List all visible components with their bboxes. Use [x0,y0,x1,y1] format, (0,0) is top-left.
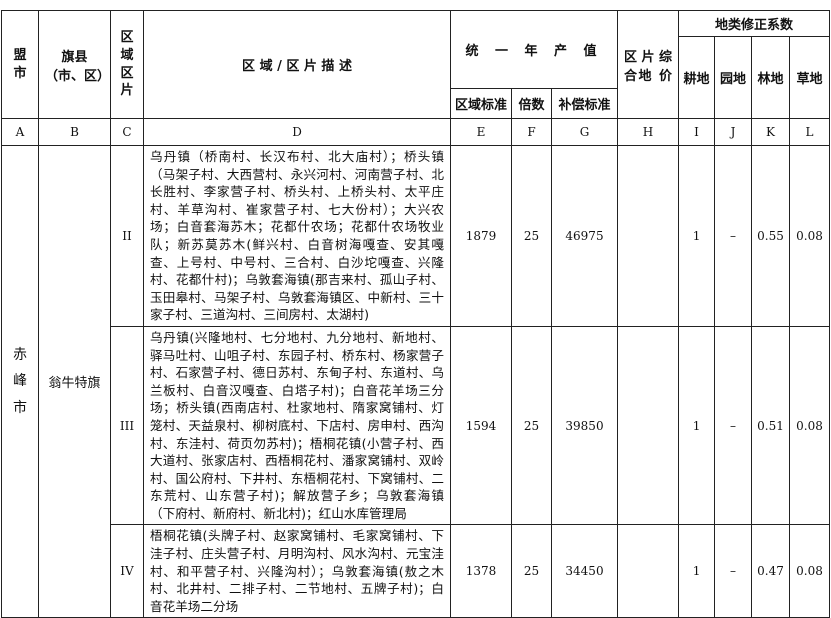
header-garden: 园地 [714,36,753,119]
grass-cell: 0.08 [789,145,831,327]
letter-k: K [751,118,791,146]
composite-cell [617,524,680,618]
header-annual-output: 统 一 年 产 值 [449,10,619,89]
table-row: III 乌丹镇(兴隆地村、七分地村、九分地村、新地村、驿马吐村、山咀子村、东园子… [2,325,831,526]
letter-row: A B C D E F G H I J K L [1,118,831,146]
garden-cell: – [714,145,753,327]
multiple-cell: 25 [511,325,552,526]
table-row: IV 梧桐花镇(头牌子村、赵家窝铺村、毛家窝铺村、下洼子村、庄头营子村、月明沟村… [2,524,831,618]
zone-standard-cell: 1378 [450,524,512,618]
header-composite-price: 区片综合地 价 [617,10,680,119]
header-farmland: 耕地 [678,36,716,119]
header-multiple: 倍数 [511,88,552,119]
forest-cell: 0.55 [751,145,791,327]
grass-cell: 0.08 [789,524,831,618]
description-cell: 梧桐花镇(头牌子村、赵家窝铺村、毛家窝铺村、下洼子村、庄头营子村、月明沟村、风水… [143,524,451,618]
letter-l: L [789,118,831,146]
header-zone: 区域区片 [110,10,144,119]
composite-cell [617,325,680,526]
letter-j: J [714,118,753,146]
letter-g: G [550,118,619,146]
zone-standard-cell: 1879 [450,145,512,327]
land-price-table: 盟市 旗县（市、区） 区域区片 区 域 / 区 片 描 述 统 一 年 产 值 … [1,10,831,618]
garden-cell: – [714,524,753,618]
zone-cell: IV [110,524,144,618]
forest-cell: 0.47 [751,524,791,618]
composite-cell [617,145,680,327]
compensation-cell: 39850 [550,325,619,526]
header-banner-county: 旗县（市、区） [38,10,111,119]
letter-i: I [678,118,716,146]
zone-standard-cell: 1594 [450,325,512,526]
compensation-cell: 34450 [550,524,619,618]
table-row: 赤峰市 翁牛特旗 II 乌丹镇（桥南村、长汉布村、北大庙村）；桥头镇（马架子村、… [1,144,831,618]
city-cell: 赤峰市 [1,144,39,618]
letter-d: D [143,118,451,146]
header-land-coef: 地类修正系数 [678,10,831,37]
header-description: 区 域 / 区 片 描 述 [143,10,451,119]
header-compensation: 补偿标准 [550,88,619,119]
letter-e: E [450,118,512,146]
zone-cell: II [110,145,144,327]
header-league-city: 盟市 [1,10,39,119]
letter-h: H [617,118,680,146]
description-cell: 乌丹镇(兴隆地村、七分地村、九分地村、新地村、驿马吐村、山咀子村、东园子村、桥东… [143,325,451,526]
header-zone-standard: 区域标准 [450,88,512,119]
compensation-cell: 46975 [550,145,619,327]
grass-cell: 0.08 [789,325,831,526]
letter-a: A [1,118,39,146]
letter-c: C [110,118,144,146]
forest-cell: 0.51 [751,325,791,526]
zone-cell: III [110,325,144,526]
farmland-cell: 1 [678,145,716,327]
multiple-cell: 25 [511,145,552,327]
garden-cell: – [714,325,753,526]
header-grass: 草地 [789,36,831,119]
farmland-cell: 1 [678,524,716,618]
letter-b: B [38,118,111,146]
farmland-cell: 1 [678,325,716,526]
county-cell: 翁牛特旗 [38,144,111,618]
letter-f: F [511,118,552,146]
description-cell: 乌丹镇（桥南村、长汉布村、北大庙村）；桥头镇（马架子村、大西营村、永兴河村、河南… [143,145,451,327]
multiple-cell: 25 [511,524,552,618]
header-forest: 林地 [751,36,791,119]
